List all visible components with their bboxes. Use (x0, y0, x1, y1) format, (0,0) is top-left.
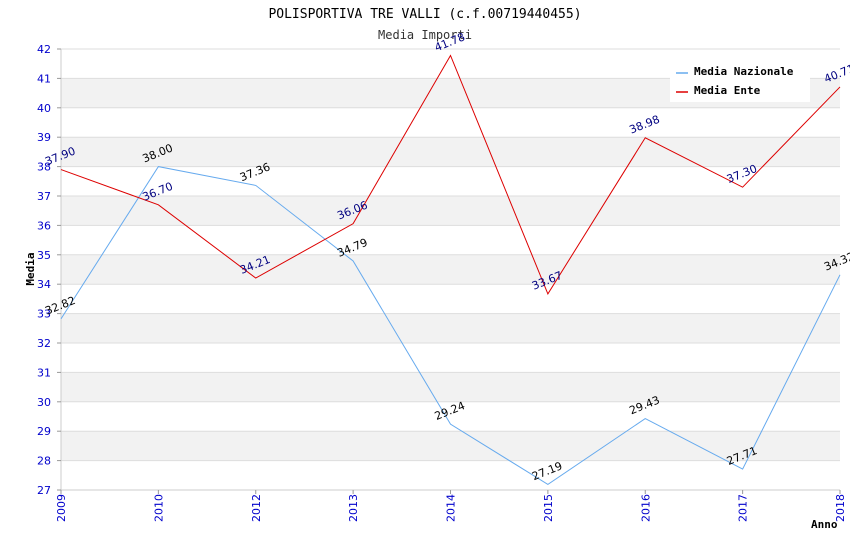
x-tick-label-2012: 2012 (250, 494, 263, 522)
x-tick-label-2014: 2014 (445, 494, 458, 522)
y-tick-label-27: 27 (37, 484, 51, 497)
band-38 (61, 137, 840, 167)
y-axis-ticks: 27 28 29 30 31 32 33 34 35 36 37 38 39 40 41 42 (37, 43, 61, 497)
band-30 (61, 372, 840, 402)
y-tick-label-39: 39 (37, 131, 51, 144)
y-tick-label-37: 37 (37, 190, 51, 203)
y-tick-label-40: 40 (37, 102, 51, 115)
y-tick-label-41: 41 (37, 72, 51, 85)
series-lines (60, 54, 841, 486)
band-36 (61, 196, 840, 226)
x-tick-label-2009: 2009 (55, 494, 68, 522)
y-tick-label-30: 30 (37, 396, 51, 409)
y-tick-label-38: 38 (37, 161, 51, 174)
x-axis-ticks: 2009 2010 2012 2013 2014 2015 2016 2017 2018 (55, 490, 847, 522)
chart-title: POLISPORTIVA TRE VALLI (c.f.00719440455) (268, 7, 581, 22)
legend-label-media-nazionale: Media Nazionale (694, 65, 794, 78)
chart-subtitle: Media Importi (378, 28, 472, 42)
series-line-media-nazionale (60, 166, 841, 486)
x-tick-label-2013: 2013 (347, 494, 360, 522)
y-tick-label-29: 29 (37, 425, 51, 438)
x-tick-label-2018: 2018 (834, 494, 847, 522)
band-28 (61, 431, 840, 461)
y-tick-label-33: 33 (37, 308, 51, 321)
band-32 (61, 313, 840, 343)
y-tick-label-36: 36 (37, 219, 51, 232)
data-label-media-ente-2016: 38.98 (628, 113, 662, 137)
series-line-media-ente (60, 54, 841, 295)
legend-box (670, 60, 810, 102)
x-tick-label-2016: 2016 (639, 494, 652, 522)
x-tick-label-2010: 2010 (152, 494, 165, 522)
y-tick-label-42: 42 (37, 43, 51, 56)
x-tick-label-2017: 2017 (737, 494, 750, 522)
y-tick-label-35: 35 (37, 249, 51, 262)
legend: Media Nazionale Media Ente (670, 60, 810, 102)
x-axis-label: Anno (811, 518, 838, 531)
y-tick-label-28: 28 (37, 455, 51, 468)
data-label-media-nazionale-2015: 27.19 (530, 459, 564, 483)
y-tick-label-34: 34 (37, 278, 51, 291)
x-tick-label-2015: 2015 (542, 494, 555, 522)
y-tick-label-31: 31 (37, 366, 51, 379)
band-34 (61, 254, 840, 285)
y-axis-label: Media (24, 252, 37, 285)
legend-label-media-ente: Media Ente (694, 84, 761, 97)
y-tick-label-32: 32 (37, 337, 51, 350)
